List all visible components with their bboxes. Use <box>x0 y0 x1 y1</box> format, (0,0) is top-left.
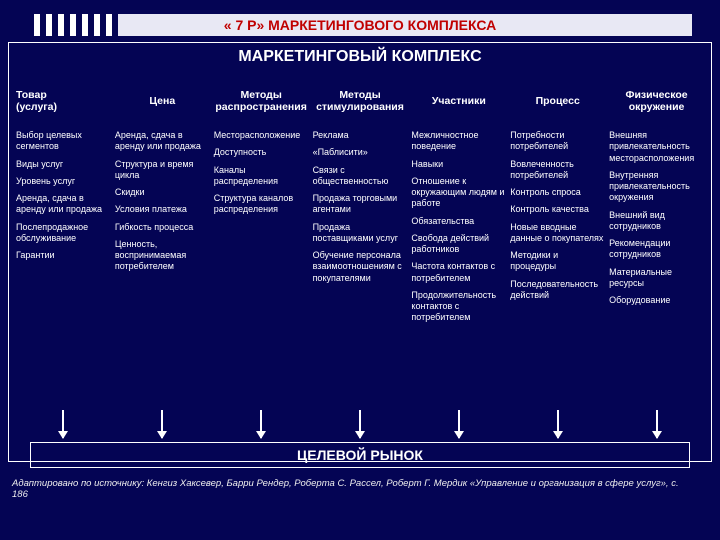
list-item: Обязательства <box>411 216 506 227</box>
list-item: Связи с общественностью <box>313 165 408 188</box>
header-text: Участники <box>411 95 506 107</box>
list-item: Продажа торговыми агентами <box>313 193 408 216</box>
list-item: Контроль качества <box>510 204 605 215</box>
list-item: Месторасположение <box>214 130 309 141</box>
header-text: Методы <box>214 89 309 101</box>
header-price: Цена <box>113 80 212 122</box>
list-item: Ценность, воспринимаемая потребителем <box>115 239 210 273</box>
list-item: Частота контактов с потребителем <box>411 261 506 284</box>
list-item: Аренда, сдача в аренду или продажа <box>16 193 111 216</box>
list-item: Новые вводные данные о покупателях <box>510 222 605 245</box>
list-item: Уровень услуг <box>16 176 111 187</box>
list-item: «Паблисити» <box>313 147 408 158</box>
list-item: Структура каналов распределения <box>214 193 309 216</box>
col-place: Месторасположение Доступность Каналы распр… <box>212 130 311 330</box>
arrow-icon <box>62 410 64 438</box>
list-item: Внешний вид сотрудников <box>609 210 704 233</box>
target-market-box: ЦЕЛЕВОЙ РЫНОК <box>30 442 690 468</box>
col-people: Межличностное поведение Навыки Отношение к… <box>409 130 508 330</box>
list-item: Внутренняя привлекательность окружения <box>609 170 704 204</box>
header-text: Товар <box>16 89 111 101</box>
header-process: Процесс <box>508 80 607 122</box>
col-physical: Внешняя привлекательность месторасположе… <box>607 130 706 330</box>
list-item: Продажа поставщиками услуг <box>313 222 408 245</box>
col-product: Выбор целевых сегментов Виды услуг Уровень… <box>14 130 113 330</box>
list-item: Доступность <box>214 147 309 158</box>
header-text: Цена <box>115 95 210 107</box>
list-item: Контроль спроса <box>510 187 605 198</box>
header-text: Физическое <box>609 89 704 101</box>
main-title: МАРКЕТИНГОВЫЙ КОМПЛЕКС <box>0 48 720 66</box>
list-item: Оборудование <box>609 295 704 306</box>
list-item: Последовательность действий <box>510 279 605 302</box>
list-item: Материальные ресурсы <box>609 267 704 290</box>
slide: « 7 Р» МАРКЕТИНГОВОГО КОМПЛЕКСА МАРКЕТИН… <box>0 0 720 540</box>
list-item: Потребности потребителей <box>510 130 605 153</box>
tick-decoration <box>28 14 118 36</box>
header-place: Методы распространения <box>212 80 311 122</box>
arrow-icon <box>260 410 262 438</box>
list-item: Продолжительность контактов с потребител… <box>411 290 506 324</box>
header-text: стимулирования <box>313 101 408 113</box>
list-item: Гибкость процесса <box>115 222 210 233</box>
arrow-icon <box>359 410 361 438</box>
col-process: Потребности потребителей Вовлеченность по… <box>508 130 607 330</box>
header-people: Участники <box>409 80 508 122</box>
list-item: Условия платежа <box>115 204 210 215</box>
header-product: Товар (услуга) <box>14 80 113 122</box>
arrow-row <box>14 410 706 438</box>
banner: « 7 Р» МАРКЕТИНГОВОГО КОМПЛЕКСА <box>28 14 692 36</box>
list-item: Межличностное поведение <box>411 130 506 153</box>
list-item: Гарантии <box>16 250 111 261</box>
list-item: Реклама <box>313 130 408 141</box>
column-headers: Товар (услуга) Цена Методы распространен… <box>14 80 706 122</box>
list-item: Виды услуг <box>16 159 111 170</box>
list-item: Отношение к окружающим людям и работе <box>411 176 506 210</box>
header-promotion: Методы стимулирования <box>311 80 410 122</box>
header-text: распространения <box>214 101 309 113</box>
list-item: Рекомендации сотрудников <box>609 238 704 261</box>
header-text: окружение <box>609 101 704 113</box>
list-item: Обучение персонала взаимоотношениям с по… <box>313 250 408 284</box>
arrow-icon <box>656 410 658 438</box>
col-promotion: Реклама «Паблисити» Связи с общественность… <box>311 130 410 330</box>
list-item: Внешняя привлекательность месторасположе… <box>609 130 704 164</box>
footer-citation: Адаптировано по источнику: Кенгиз Хаксев… <box>12 478 680 501</box>
list-item: Выбор целевых сегментов <box>16 130 111 153</box>
body-columns: Выбор целевых сегментов Виды услуг Уровень… <box>14 130 706 330</box>
list-item: Методики и процедуры <box>510 250 605 273</box>
list-item: Свобода действий работников <box>411 233 506 256</box>
list-item: Каналы распределения <box>214 165 309 188</box>
arrow-icon <box>161 410 163 438</box>
header-text: Процесс <box>510 95 605 107</box>
col-price: Аренда, сдача в аренду или продажа Структ… <box>113 130 212 330</box>
list-item: Аренда, сдача в аренду или продажа <box>115 130 210 153</box>
header-text: Методы <box>313 89 408 101</box>
header-physical: Физическое окружение <box>607 80 706 122</box>
list-item: Структура и время цикла <box>115 159 210 182</box>
list-item: Послепродажное обслуживание <box>16 222 111 245</box>
list-item: Навыки <box>411 159 506 170</box>
list-item: Скидки <box>115 187 210 198</box>
list-item: Вовлеченность потребителей <box>510 159 605 182</box>
arrow-icon <box>458 410 460 438</box>
header-text: (услуга) <box>16 101 111 113</box>
arrow-icon <box>557 410 559 438</box>
